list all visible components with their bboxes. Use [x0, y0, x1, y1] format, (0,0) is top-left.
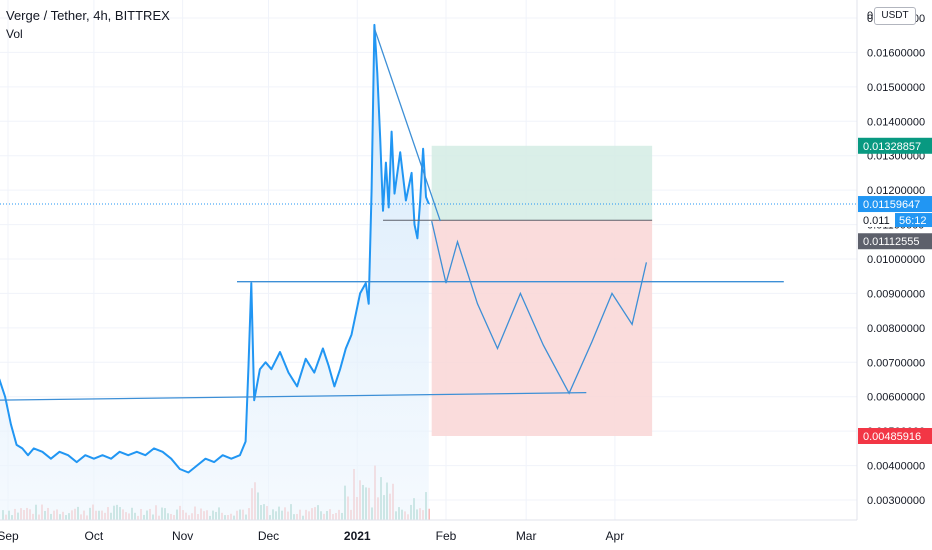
- volume-label: Vol: [6, 27, 23, 41]
- time-tick-label: Apr: [606, 529, 625, 543]
- stop-price-label: 0.00485916: [863, 431, 921, 443]
- take-profit-price-label-bg: [858, 137, 932, 154]
- entry-price-label: 0.01112555: [863, 236, 919, 248]
- current-price-label: 0.01159647: [863, 199, 920, 211]
- price-tick-label: 0.01000000: [867, 254, 925, 266]
- price-area: [0, 24, 429, 520]
- volume-bar: [428, 508, 430, 520]
- current-price-label-bg: [858, 196, 932, 213]
- time-tick-label: Sep: [0, 529, 19, 543]
- entry-price-label-bg: [858, 233, 932, 250]
- countdown-label: 56:12: [899, 215, 927, 227]
- price-tick-label: 0.00800000: [867, 323, 925, 335]
- price-tick-label: 0.00300000: [867, 495, 925, 507]
- price-tick-label: 0.00700000: [867, 357, 925, 369]
- countdown-price-label: 0.011: [863, 215, 890, 227]
- take-profit-price-label: 0.01328857: [863, 141, 921, 153]
- price-line[interactable]: [0, 23, 430, 474]
- profit-zone[interactable]: [431, 145, 653, 221]
- time-tick-label: Mar: [516, 529, 537, 543]
- price-tick-label: 0.00400000: [867, 461, 925, 473]
- countdown-bg: [895, 213, 932, 228]
- time-tick-label: 2021: [344, 529, 371, 543]
- price-tick-label: 0.01600000: [867, 47, 925, 59]
- price-tick-label: 0.00600000: [867, 392, 925, 404]
- loss-zone[interactable]: [431, 220, 653, 436]
- currency-button[interactable]: USDT: [874, 7, 916, 25]
- symbol-title: Verge / Tether, 4h, BITTREX: [6, 8, 170, 23]
- descending-trendline[interactable]: [373, 28, 441, 222]
- time-tick-label: Nov: [172, 529, 193, 543]
- time-tick-label: Dec: [258, 529, 279, 543]
- time-axis-bg: [0, 520, 932, 550]
- projection-path[interactable]: [431, 220, 648, 395]
- support-trendline[interactable]: [0, 391, 587, 401]
- price-tick-label: 0.01400000: [867, 116, 925, 128]
- stop-price-label-bg: [858, 427, 932, 444]
- price-tick-label: 0.01200000: [867, 185, 925, 197]
- time-tick-label: Feb: [436, 529, 457, 543]
- price-tick-label: 0.00900000: [867, 288, 925, 300]
- time-tick-label: Oct: [85, 529, 104, 543]
- price-tick-label: 0.01500000: [867, 82, 925, 94]
